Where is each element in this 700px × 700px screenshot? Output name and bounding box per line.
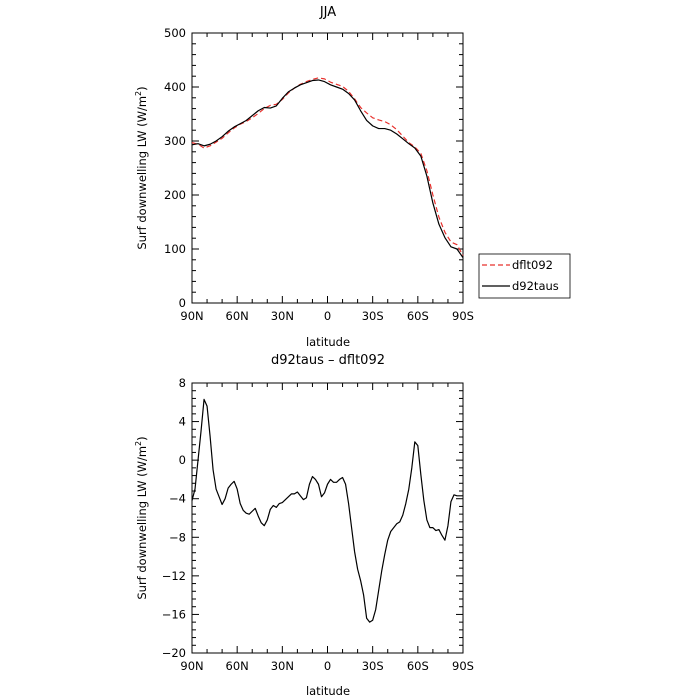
top-y-tick-label: 100 <box>164 242 186 256</box>
bottom-y-tick-label: −4 <box>169 492 186 506</box>
bottom-y-tick-label: 4 <box>179 415 186 429</box>
bottom-y-tick-label: 8 <box>179 376 186 390</box>
bottom-y-axis-label: Surf downwelling LW (W/m2) <box>134 436 149 599</box>
bottom-y-tick-label: 0 <box>179 453 186 467</box>
top-y-axis-label-end: ) <box>135 86 149 91</box>
top-plot-frame <box>191 32 464 304</box>
bottom-x-axis-label: latitude <box>306 684 350 698</box>
bottom-y-axis-label-main: Surf downwelling LW (W/m <box>135 446 149 600</box>
top-series-line-dflt092 <box>191 77 464 256</box>
bottom-y-tick-label: −20 <box>162 646 186 660</box>
top-y-tick-label: 200 <box>164 188 186 202</box>
bottom-y-tick-label: −8 <box>169 530 186 544</box>
top-y-tick-label: 500 <box>164 26 186 40</box>
top-y-axis-label-sup: 2 <box>134 91 143 96</box>
legend-box <box>478 253 571 299</box>
top-y-axis-label-main: Surf downwelling LW (W/m <box>135 96 149 250</box>
top-x-tick-label: 90N <box>180 309 203 323</box>
bottom-series-group <box>191 398 463 623</box>
top-axis-ticks: 0 100 200 300 400 500 90N 60N 30N 0 30S 60S 90S <box>164 26 474 323</box>
legend-label-dflt092: dflt092 <box>512 258 553 272</box>
bottom-x-tick-label: 60S <box>407 659 429 673</box>
bottom-x-tick-label: 60N <box>226 659 249 673</box>
top-x-tick-label: 90S <box>452 309 474 323</box>
top-series-group <box>191 77 464 258</box>
bottom-y-axis-label-sup: 2 <box>134 441 143 446</box>
bottom-plot-frame <box>191 382 464 654</box>
bottom-x-tick-label: 0 <box>324 659 331 673</box>
top-y-tick-label: 0 <box>179 296 186 310</box>
bottom-panel: d92taus – dflt092 −20 −16 −12 −8 −4 0 4 8 90N 60N… <box>134 353 474 698</box>
top-chart-title: JJA <box>319 5 336 20</box>
top-series-line-d92taus <box>191 79 464 258</box>
bottom-chart-title: d92taus – dflt092 <box>271 353 385 368</box>
bottom-x-tick-label: 30S <box>362 659 384 673</box>
top-x-axis-label: latitude <box>306 335 350 349</box>
legend-label-d92taus: d92taus <box>512 279 559 293</box>
top-y-tick-label: 400 <box>164 80 186 94</box>
bottom-series-line-difference <box>191 398 463 623</box>
top-y-tick-label: 300 <box>164 134 186 148</box>
bottom-x-tick-label: 90S <box>452 659 474 673</box>
top-x-tick-label: 60S <box>407 309 429 323</box>
bottom-x-tick-label: 90N <box>180 659 203 673</box>
bottom-x-tick-label: 30N <box>271 659 294 673</box>
legend: dflt092 d92taus <box>478 253 571 299</box>
top-x-tick-label: 60N <box>226 309 249 323</box>
bottom-y-axis-label-end: ) <box>135 436 149 441</box>
bottom-axis-ticks: −20 −16 −12 −8 −4 0 4 8 90N 60N 30N 0 30S 60S 90S <box>162 376 474 673</box>
top-x-tick-label: 30S <box>362 309 384 323</box>
top-x-tick-label: 0 <box>324 309 331 323</box>
bottom-y-tick-label: −12 <box>162 569 186 583</box>
top-y-axis-label: Surf downwelling LW (W/m2) <box>134 86 149 249</box>
top-x-tick-label: 30N <box>271 309 294 323</box>
bottom-y-tick-label: −16 <box>162 607 186 621</box>
